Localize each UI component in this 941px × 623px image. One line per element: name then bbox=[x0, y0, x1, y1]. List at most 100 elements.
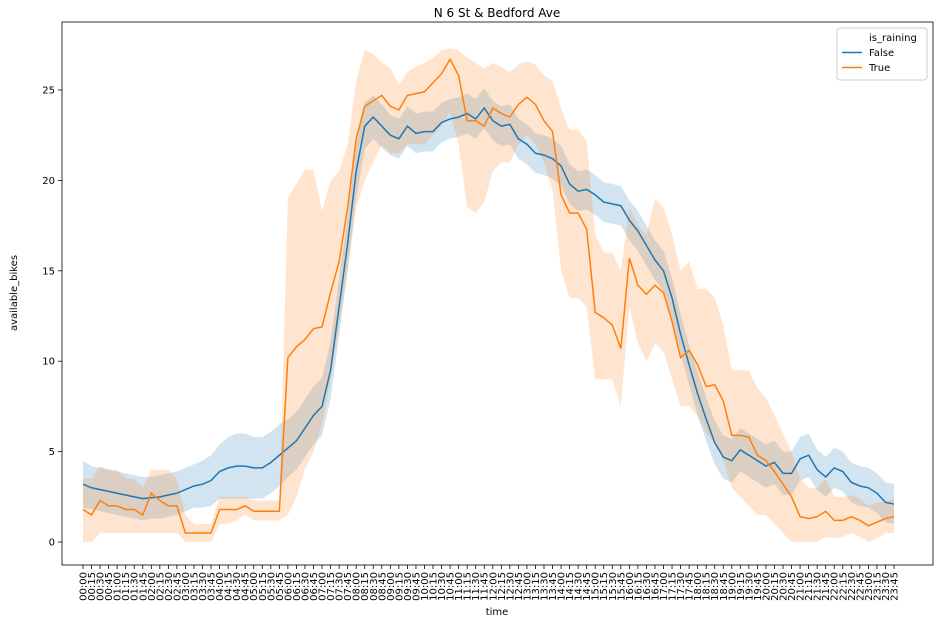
x-tick-label: 00:00 bbox=[79, 572, 90, 601]
x-tick-label: 05:15 bbox=[258, 572, 269, 601]
plot-content: 0 5 10 15 20 25 00:0000:1500:3000:4501:0001:15… bbox=[42, 27, 928, 601]
legend-label: False bbox=[869, 48, 894, 59]
x-tick-label: 06:15 bbox=[292, 572, 303, 601]
x-tick-label: 12:30 bbox=[505, 572, 516, 601]
x-tick-label: 20:45 bbox=[787, 572, 798, 601]
y-tick-label: 20 bbox=[42, 176, 55, 187]
x-tick-label: 22:00 bbox=[830, 572, 841, 601]
x-tick-label: 15:00 bbox=[591, 572, 602, 601]
x-tick-label: 03:45 bbox=[207, 572, 218, 601]
x-tick-label: 05:00 bbox=[249, 572, 260, 601]
x-tick-label: 12:15 bbox=[497, 572, 508, 601]
x-tick-label: 10:45 bbox=[446, 572, 457, 601]
legend-title: is_raining bbox=[869, 33, 917, 44]
x-tick-label: 21:15 bbox=[804, 572, 815, 601]
x-tick-label: 22:30 bbox=[847, 572, 858, 601]
y-tick-label: 0 bbox=[49, 538, 55, 549]
y-tick-label: 10 bbox=[42, 357, 55, 368]
confidence-band bbox=[83, 88, 894, 524]
x-tick-label: 04:45 bbox=[241, 572, 252, 601]
x-tick-label: 18:45 bbox=[719, 572, 730, 601]
x-tick-label: 00:15 bbox=[87, 572, 98, 601]
y-tick-label: 15 bbox=[42, 266, 55, 277]
x-tick-label: 10:30 bbox=[437, 572, 448, 601]
x-tick-label: 21:30 bbox=[813, 572, 824, 601]
x-tick-label: 09:00 bbox=[386, 572, 397, 601]
x-tick-label: 08:30 bbox=[369, 572, 380, 601]
x-tick-label: 05:45 bbox=[275, 572, 286, 601]
x-tick-label: 02:30 bbox=[164, 572, 175, 601]
x-tick-label: 18:30 bbox=[710, 572, 721, 601]
x-tick-label: 17:00 bbox=[659, 572, 670, 601]
x-tick-label: 23:15 bbox=[872, 572, 883, 601]
x-tick-label: 03:00 bbox=[181, 572, 192, 601]
x-tick-label: 08:15 bbox=[360, 572, 371, 601]
x-tick-label: 17:30 bbox=[676, 572, 687, 601]
x-tick-label: 01:45 bbox=[138, 572, 149, 601]
x-tick-label: 00:30 bbox=[96, 572, 107, 601]
x-tick-label: 12:45 bbox=[514, 572, 525, 601]
x-tick-label: 08:45 bbox=[377, 572, 388, 601]
x-tick-label: 02:00 bbox=[147, 572, 158, 601]
x-tick-label: 13:30 bbox=[539, 572, 550, 601]
x-tick-label: 20:15 bbox=[770, 572, 781, 601]
x-tick-label: 14:15 bbox=[565, 572, 576, 601]
x-tick-label: 00:45 bbox=[104, 572, 115, 601]
x-tick-label: 16:00 bbox=[625, 572, 636, 601]
x-tick-label: 17:15 bbox=[668, 572, 679, 601]
series-line bbox=[82, 106, 895, 505]
x-tick-label: 01:30 bbox=[130, 572, 141, 601]
x-tick-label: 15:45 bbox=[616, 572, 627, 601]
x-tick-label: 15:30 bbox=[608, 572, 619, 601]
x-tick-label: 16:15 bbox=[633, 572, 644, 601]
chart-title: N 6 St & Bedford Ave bbox=[434, 6, 561, 20]
x-tick-label: 21:45 bbox=[821, 572, 832, 601]
x-tick-label: 15:15 bbox=[599, 572, 610, 601]
x-tick-label: 03:30 bbox=[198, 572, 209, 601]
x-tick-label: 07:15 bbox=[326, 572, 337, 601]
legend-label: True bbox=[868, 63, 890, 74]
x-tick-label: 11:00 bbox=[454, 572, 465, 601]
x-tick-label: 16:30 bbox=[642, 572, 653, 601]
x-tick-label: 23:00 bbox=[864, 572, 875, 601]
x-tick-label: 07:30 bbox=[335, 572, 346, 601]
x-tick-label: 14:00 bbox=[557, 572, 568, 601]
x-tick-label: 10:15 bbox=[429, 572, 440, 601]
x-tick-label: 11:30 bbox=[471, 572, 482, 601]
x-tick-label: 11:15 bbox=[463, 572, 474, 601]
x-tick-label: 11:45 bbox=[480, 572, 491, 601]
x-tick-label: 13:00 bbox=[522, 572, 533, 601]
x-tick-label: 09:15 bbox=[394, 572, 405, 601]
y-axis-label: available_bikes bbox=[9, 255, 20, 331]
x-tick-label: 04:00 bbox=[215, 572, 226, 601]
x-tick-label: 14:45 bbox=[582, 572, 593, 601]
x-tick-label: 05:30 bbox=[266, 572, 277, 601]
x-tick-label: 02:15 bbox=[155, 572, 166, 601]
legend: is_raining False True bbox=[836, 27, 928, 81]
x-tick-label: 18:00 bbox=[693, 572, 704, 601]
x-tick-label: 19:00 bbox=[727, 572, 738, 601]
x-tick-label: 03:15 bbox=[189, 572, 200, 601]
y-tick-label: 25 bbox=[42, 85, 55, 96]
x-tick-label: 04:15 bbox=[224, 572, 235, 601]
x-tick-label: 19:15 bbox=[736, 572, 747, 601]
x-tick-label: 16:45 bbox=[650, 572, 661, 601]
x-tick-label: 09:45 bbox=[411, 572, 422, 601]
x-tick-label: 19:45 bbox=[753, 572, 764, 601]
x-tick-label: 04:30 bbox=[232, 572, 243, 601]
x-tick-label: 01:15 bbox=[121, 572, 132, 601]
series-line bbox=[82, 57, 895, 534]
confidence-band bbox=[83, 48, 894, 543]
x-tick-label: 07:45 bbox=[343, 572, 354, 601]
x-tick-label: 23:45 bbox=[890, 572, 901, 601]
x-tick-label: 19:30 bbox=[744, 572, 755, 601]
x-tick-label: 12:00 bbox=[488, 572, 499, 601]
x-tick-label: 10:00 bbox=[420, 572, 431, 601]
x-tick-label: 09:30 bbox=[403, 572, 414, 601]
x-tick-label: 06:30 bbox=[300, 572, 311, 601]
x-tick-label: 08:00 bbox=[352, 572, 363, 601]
x-tick-label: 21:00 bbox=[796, 572, 807, 601]
x-axis-label: time bbox=[486, 607, 509, 618]
x-tick-label: 20:30 bbox=[779, 572, 790, 601]
